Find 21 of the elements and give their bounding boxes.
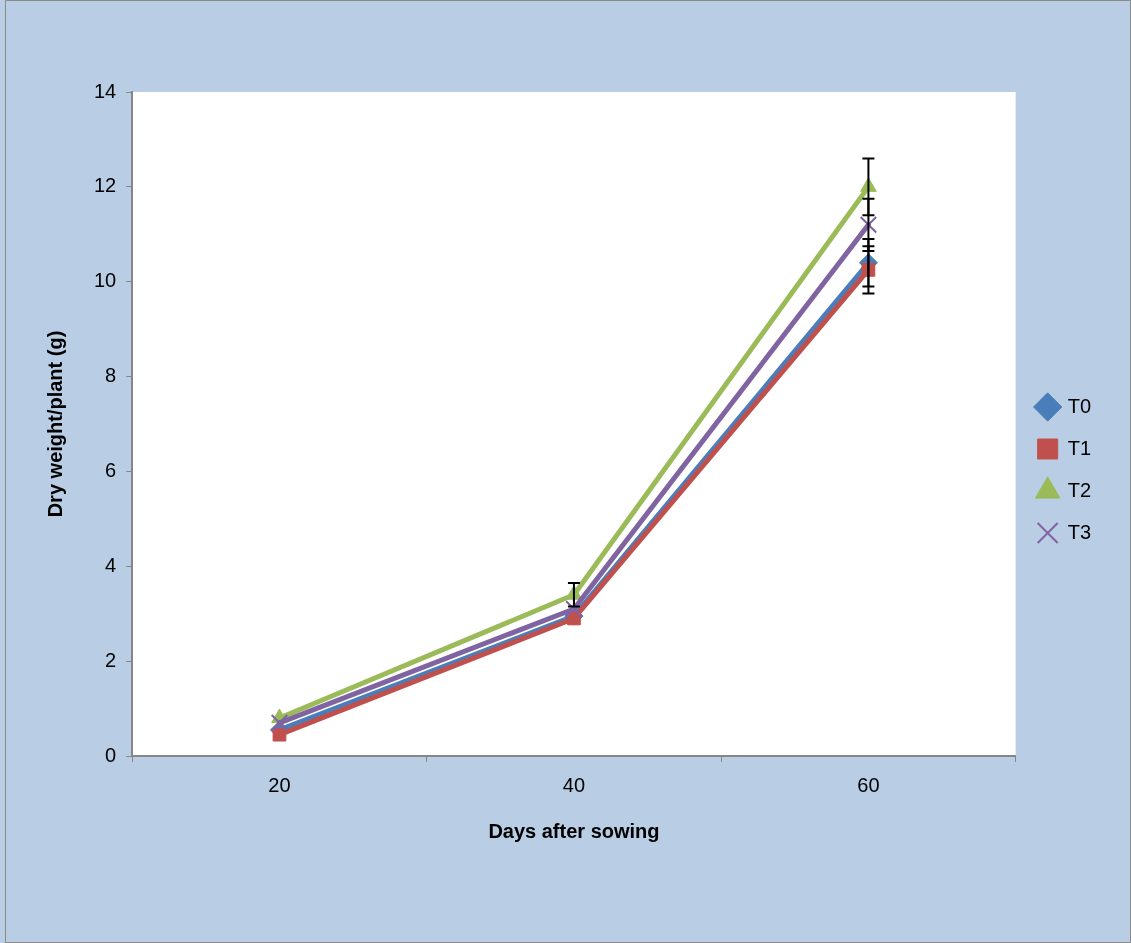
y-tick-label: 6 xyxy=(105,458,117,481)
point xyxy=(272,727,287,742)
y-tick-label: 14 xyxy=(94,79,117,102)
y-tick-label: 10 xyxy=(94,269,117,292)
y-tick-label: 2 xyxy=(105,648,117,671)
x-tick-label: 40 xyxy=(562,773,586,796)
y-tick-label: 4 xyxy=(105,553,117,576)
y-axis-title: Dry weight/plant (g) xyxy=(43,330,66,518)
legend-label: T2 xyxy=(1067,478,1091,501)
x-axis-title: Days after sowing xyxy=(488,819,660,842)
legend-label: T0 xyxy=(1067,394,1091,417)
point xyxy=(270,714,289,732)
y-tick-label: 12 xyxy=(94,174,117,197)
legend-label: T1 xyxy=(1067,436,1091,459)
point xyxy=(565,600,583,618)
x-tick-label: 20 xyxy=(268,773,291,796)
legend-label: T3 xyxy=(1067,520,1091,543)
point xyxy=(859,216,878,234)
x-tick-label: 60 xyxy=(857,773,880,796)
y-tick-label: 8 xyxy=(105,364,117,387)
y-tick-label: 0 xyxy=(105,743,117,766)
